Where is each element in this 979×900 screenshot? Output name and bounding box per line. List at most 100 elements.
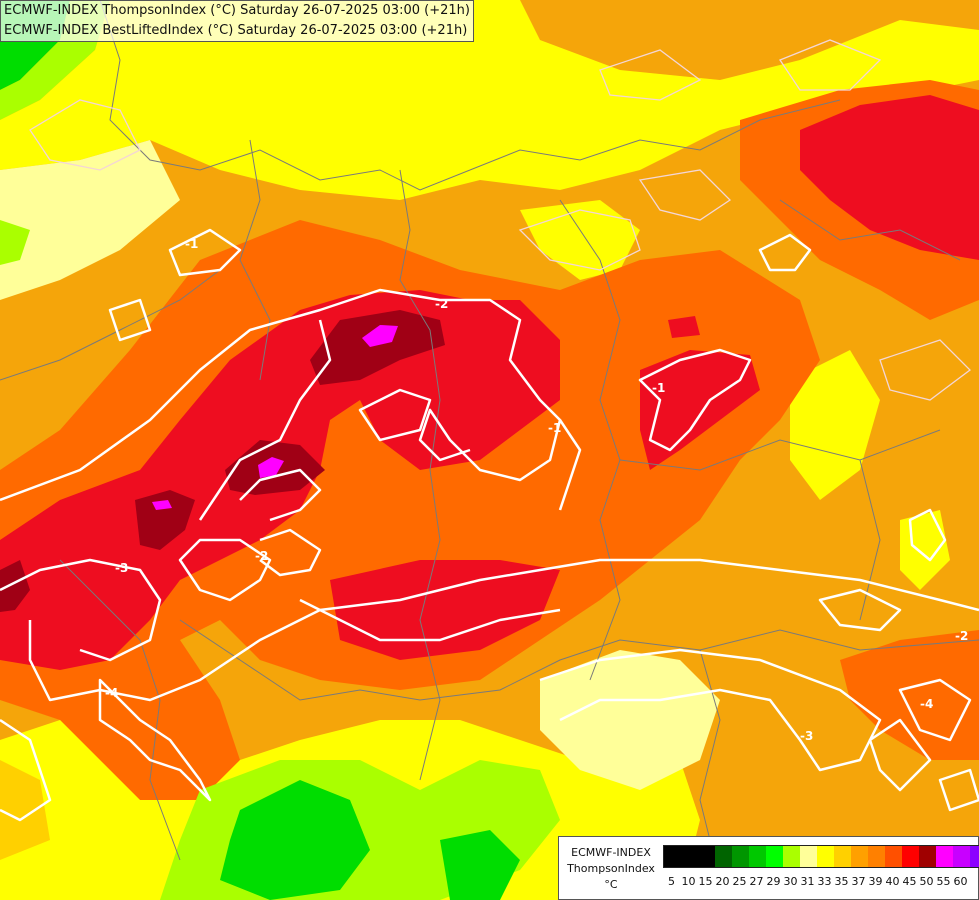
legend-tick: 33 (817, 875, 832, 888)
secondary-contour-5 (599, 49, 702, 101)
contour-17 (868, 718, 932, 792)
legend-tick: 60 (953, 875, 968, 888)
border-3 (239, 139, 271, 381)
contour-22 (558, 419, 582, 511)
legend-swatch (817, 846, 834, 867)
contour-21 (108, 298, 152, 342)
legend-swatch (919, 846, 936, 867)
legend-tick: 20 (715, 875, 730, 888)
legend-tick: 5 (668, 875, 675, 888)
color-legend: ECMWF-INDEX ThompsonIndex °C 5 10 15 20 25 27… (558, 836, 979, 900)
field-magenta-3 (152, 500, 172, 510)
secondary-contour-1 (29, 99, 141, 171)
field-darkorange-southeast (840, 630, 979, 760)
legend-tick: 15 (698, 875, 713, 888)
contour-15 (539, 648, 882, 772)
lifted-index-contours (0, 228, 979, 822)
legend-tick: 10 (681, 875, 696, 888)
contour-6 (28, 558, 979, 702)
contour-label-5: -4 (105, 686, 118, 700)
secondary-contour-3 (638, 169, 732, 221)
border-2 (469, 99, 841, 171)
legend-swatch (868, 846, 885, 867)
legend-swatch (936, 846, 953, 867)
secondary-contour-6 (879, 339, 971, 401)
legend-swatch (851, 846, 868, 867)
legend-tick: 40 (885, 875, 900, 888)
field-darkred-3 (135, 490, 195, 550)
legend-model-name: ECMWF-INDEX (571, 846, 651, 859)
legend-swatch (715, 846, 732, 867)
legend-swatch (885, 846, 902, 867)
contour-label-1: -1 (185, 237, 198, 251)
contour-16 (898, 678, 972, 742)
field-magenta-1 (362, 325, 398, 347)
legend-tick: 37 (851, 875, 866, 888)
field-green-south2 (440, 830, 520, 900)
field-darkred-4 (0, 560, 30, 612)
contour-labels: -1 -2 -2 -3 -4 -1 -1 -2 -3 -4 (105, 237, 968, 743)
contour-1 (168, 228, 242, 277)
legend-tick-labels: 5 10 15 20 25 27 29 30 31 33 35 37 39 40 45 50 55 60 (663, 875, 969, 889)
contour-11 (638, 348, 752, 452)
contour-18 (938, 768, 979, 812)
legend-swatch (783, 846, 800, 867)
legend-tick: 35 (834, 875, 849, 888)
contour-10 (299, 598, 561, 642)
border-4 (399, 169, 441, 781)
legend-swatch (698, 846, 715, 867)
contour-4 (358, 388, 432, 442)
contour-20 (908, 508, 947, 562)
field-yellow-east2 (900, 510, 950, 590)
country-borders (0, 0, 979, 881)
legend-swatch (681, 846, 698, 867)
legend-title: ECMWF-INDEX ThompsonIndex °C (563, 845, 659, 893)
legend-tick: 55 (936, 875, 951, 888)
field-green-south (220, 780, 370, 900)
contour-3 (198, 319, 332, 521)
border-7 (179, 619, 979, 701)
field-red-northeast (800, 95, 979, 260)
field-red-south (330, 560, 560, 660)
border-5 (559, 199, 621, 681)
contour-label-2: -2 (435, 297, 448, 311)
legend-swatch (902, 846, 919, 867)
contour-7 (178, 538, 272, 602)
contour-19 (818, 588, 902, 632)
border-1 (99, 0, 471, 191)
legend-tick: 30 (783, 875, 798, 888)
field-lightyellow-south (540, 650, 720, 790)
field-yellow-southwest (0, 760, 50, 860)
map-title-box: ECMWF-INDEX ThompsonIndex (°C) Saturday … (0, 0, 474, 42)
contour-label-7: -1 (652, 381, 665, 395)
title-thompson-index: ECMWF-INDEX ThompsonIndex (°C) Saturday … (4, 3, 470, 18)
field-red-east (640, 350, 760, 470)
field-yellow-north (0, 0, 979, 200)
legend-swatch (749, 846, 766, 867)
contour-label-6: -1 (548, 421, 561, 435)
secondary-contours (29, 39, 971, 401)
border-12 (0, 269, 221, 381)
legend-index-name: ThompsonIndex (567, 862, 655, 875)
contour-label-10: -4 (920, 697, 933, 711)
legend-swatch (800, 846, 817, 867)
legend-swatch (953, 846, 970, 867)
legend-swatch (732, 846, 749, 867)
field-lime-west (0, 220, 30, 265)
legend-tick: 29 (766, 875, 781, 888)
legend-tick: 45 (902, 875, 917, 888)
field-magenta-2 (258, 457, 284, 478)
contour-label-8: -2 (955, 629, 968, 643)
legend-color-bar (663, 845, 979, 868)
legend-swatch (664, 846, 681, 867)
legend-unit: °C (604, 878, 618, 891)
contour-label-3: -2 (255, 549, 268, 563)
border-8 (59, 559, 181, 861)
legend-tick: 25 (732, 875, 747, 888)
contour-12 (98, 678, 212, 802)
contour-13 (0, 718, 52, 822)
legend-swatch (766, 846, 783, 867)
field-darkred-1 (310, 310, 445, 385)
border-10 (779, 199, 961, 261)
